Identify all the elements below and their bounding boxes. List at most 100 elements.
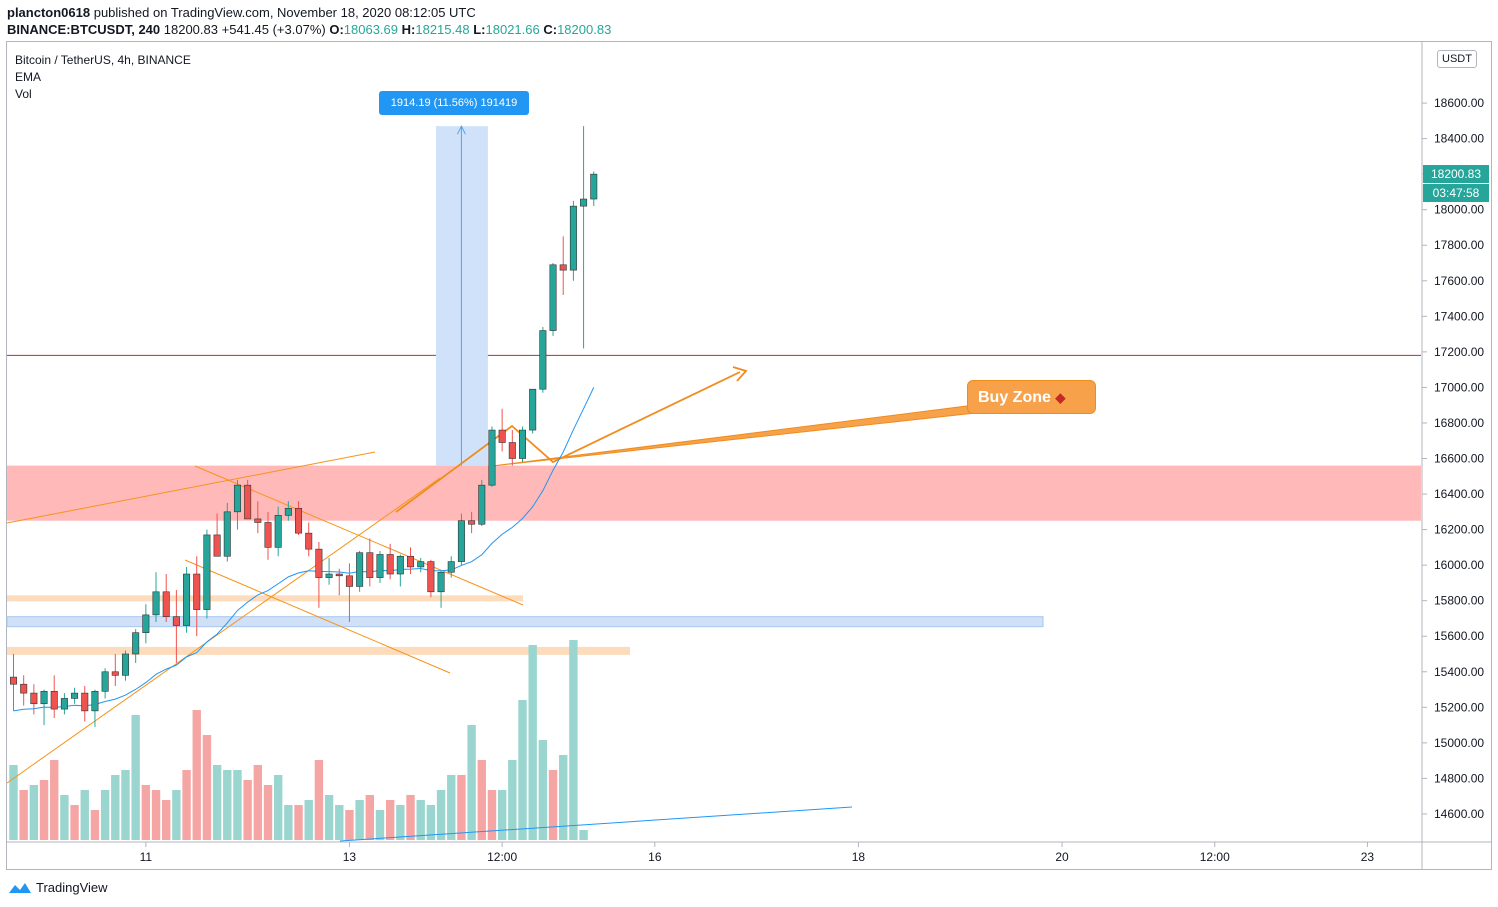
volume-bar [324,795,334,840]
close-value: 18200.83 [557,22,612,37]
currency-badge[interactable]: USDT [1437,50,1477,68]
price-tick-label: 16200.00 [1434,523,1484,537]
volume-bar [50,760,59,840]
time-tick-label: 11 [140,850,153,864]
candle-body [539,330,547,390]
volume-bar [436,790,446,840]
volume-bar [355,800,364,840]
price-tick-label: 16400.00 [1434,487,1484,501]
time-tick-label: 13 [343,850,357,864]
rocket-icon: ◆ [1055,390,1066,405]
candle-body [71,692,79,699]
time-tick-label: 20 [1055,850,1069,864]
candle-body [264,522,272,548]
volume-bar [233,770,242,840]
legend-ema[interactable]: EMA [15,70,42,84]
volume-bar [273,775,283,840]
volume-bar [121,770,130,840]
open-label: O: [329,22,344,37]
candle-body [193,573,201,610]
candle-body [10,676,18,685]
candle-body [447,561,455,573]
candle-body [101,671,109,692]
volume-bar [314,760,324,840]
candle-body [549,264,557,331]
candle-body [407,555,415,568]
overlays: 18200.83 03:47:58 [1423,165,1489,203]
price-tick-label: 14800.00 [1434,771,1484,785]
volume-bar [223,770,232,840]
last-price: 18200.83 [163,22,218,37]
price-tick-label: 17000.00 [1434,380,1484,394]
support-band-blue [6,616,1044,628]
low-value: 18021.66 [485,22,540,37]
volume-bar [518,700,527,840]
measure-label: 1914.19 (11.56%) 191419 [379,91,529,115]
volume-bar [212,765,222,840]
volume-bar [406,795,415,840]
time-tick-label: 18 [852,850,866,864]
candle-body [498,429,506,443]
price-tick-label: 15600.00 [1434,629,1484,643]
volume-bar [162,800,171,840]
volume-bar [192,710,201,840]
price-tick-label: 17200.00 [1434,345,1484,359]
support-band-upper [7,595,523,602]
price-tick-label: 16600.00 [1434,452,1484,466]
volume-bar [365,795,374,840]
volume-bars [9,640,588,840]
candle-body [335,573,343,577]
volume-bar [559,755,568,840]
price-tick-label: 17600.00 [1434,274,1484,288]
volume-bar [19,790,28,840]
candle-body [559,264,567,271]
candle-body [590,173,598,200]
buy-zone-callout[interactable]: Buy Zone ◆ [967,380,1096,414]
published-text: published on TradingView.com, November 1… [93,5,476,20]
volume-bar [457,775,466,840]
resistance-zone [7,465,1421,521]
candle-body [396,555,404,575]
candle-body [162,591,170,617]
time-tick-label: 12:00 [487,850,517,864]
candle-body [40,691,48,705]
candle-body [356,552,364,587]
candle-body [20,683,28,694]
candle-body [213,534,221,557]
candle-body [254,518,262,523]
publisher-name[interactable]: plancton0618 [7,5,91,20]
candle-body [284,507,292,516]
price-tick-label: 15200.00 [1434,700,1484,714]
support-band-lower [7,646,630,655]
volume-bar [70,805,79,840]
candle-body [518,429,526,459]
legend-vol[interactable]: Vol [15,87,32,101]
close-label: C: [543,22,558,37]
publish-line: plancton0618 published on TradingView.co… [7,5,476,20]
candle-body [132,632,140,655]
chart-frame[interactable] [6,41,1492,870]
candle-body [233,484,241,513]
volume-bar [9,765,18,840]
volume-bar [111,775,120,840]
volume-bar [253,765,263,840]
footer: TradingView [8,880,108,895]
volume-bar [131,715,140,840]
volume-bar [90,810,100,840]
candle-body [203,534,211,610]
candle-body [142,614,150,633]
footer-brand[interactable]: TradingView [36,880,108,895]
candle-body [386,554,394,575]
candle-body [417,561,425,568]
wedge-lower-line [184,559,451,674]
volume-bar [202,735,212,840]
volume-bar [497,790,507,840]
last-price-tag-text: 18200.83 [1431,167,1481,181]
candle-body [437,571,445,593]
low-label: L: [473,22,486,37]
candle-body [508,442,516,459]
volume-bar [467,725,476,840]
volume-bar [447,775,456,840]
volume-bar [487,790,497,840]
